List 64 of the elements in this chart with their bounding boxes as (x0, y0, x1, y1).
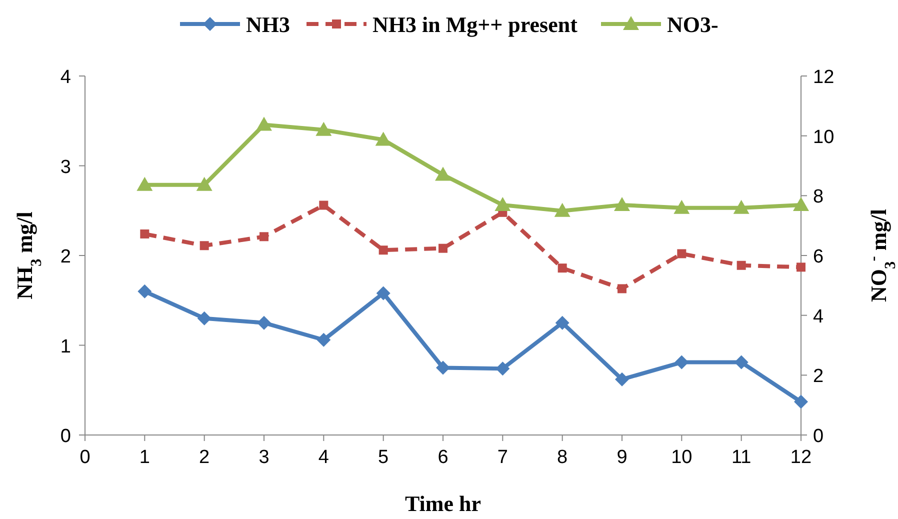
x-tick-label: 11 (731, 447, 752, 468)
point (615, 372, 629, 386)
point (618, 284, 626, 294)
y2-tick-label: 4 (813, 306, 824, 328)
point (736, 260, 746, 270)
point (674, 355, 689, 370)
point (375, 132, 392, 146)
point (734, 355, 748, 370)
x-tick-label: 3 (258, 447, 270, 468)
point (674, 200, 690, 214)
point (435, 166, 451, 181)
x-tick-label: 4 (318, 447, 330, 468)
point (614, 196, 630, 211)
x-tick-label: 8 (557, 447, 568, 468)
point (256, 116, 272, 131)
y-tick-label: 3 (60, 156, 71, 178)
point (733, 200, 750, 214)
point (136, 176, 153, 191)
point (196, 176, 212, 191)
point (316, 122, 332, 136)
x-axis-title: Time hr (405, 491, 482, 516)
y-tick-label: 4 (60, 67, 72, 88)
point (200, 241, 209, 250)
x-tick-label: 2 (199, 447, 210, 468)
point (794, 394, 808, 409)
y2-tick-label: 0 (813, 426, 824, 447)
point (438, 244, 448, 253)
point (555, 316, 570, 330)
point (257, 316, 271, 330)
x-tick-label: 0 (80, 447, 90, 468)
x-tick-label: 6 (438, 447, 448, 468)
point (319, 200, 328, 210)
x-tick-label: 7 (497, 447, 508, 468)
point (138, 284, 152, 298)
legend-label: NH3 (246, 12, 290, 37)
y-tick-label: 0 (60, 426, 71, 447)
point (677, 249, 686, 258)
point (376, 286, 390, 300)
x-tick-label: 9 (616, 447, 628, 468)
legend-label: NH3 in Mg++ present (372, 12, 578, 37)
legend-label: NO3- (667, 12, 718, 37)
x-tick-label: 12 (790, 447, 812, 468)
y2-tick-label: 2 (813, 366, 824, 388)
point (316, 332, 331, 347)
y2-tick-label: 8 (813, 186, 824, 208)
point (260, 232, 268, 242)
y-tick-label: 1 (60, 336, 71, 358)
y2-tick-label: 12 (813, 67, 834, 88)
y2-tick-label: 6 (813, 246, 824, 268)
x-tick-label: 5 (378, 447, 389, 468)
point (793, 196, 809, 211)
point (796, 262, 806, 272)
x-tick-label: 10 (671, 447, 692, 468)
point (558, 264, 567, 273)
point (494, 196, 511, 211)
point (554, 202, 570, 217)
y2-tick-label: 10 (813, 126, 834, 148)
point (378, 246, 388, 255)
point (496, 362, 510, 376)
point (140, 229, 150, 238)
point (197, 311, 212, 326)
point (436, 360, 450, 375)
y-tick-label: 2 (60, 246, 71, 268)
x-tick-label: 1 (139, 447, 150, 468)
